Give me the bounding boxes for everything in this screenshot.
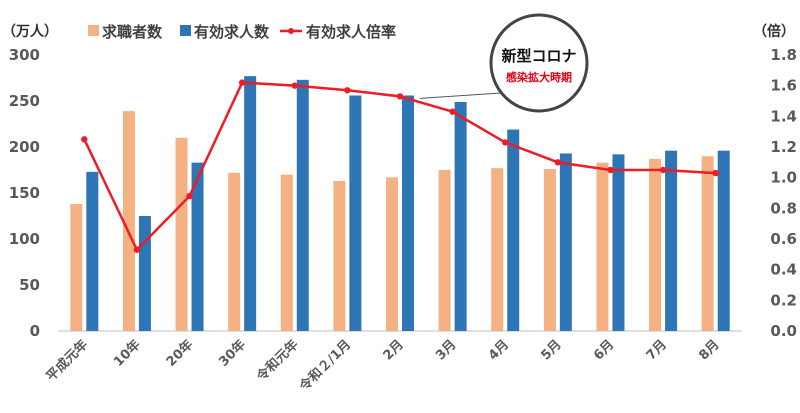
bar-job-openings [665, 150, 678, 331]
y-right-tick-label: 0.4 [770, 261, 797, 279]
bars [70, 76, 730, 332]
ratio-line [81, 79, 719, 253]
bar-jobseekers [70, 204, 83, 331]
y-right-tick-label: 1.6 [770, 77, 797, 95]
ratio-point [449, 108, 456, 115]
legend-swatch-point [288, 28, 294, 34]
y-left-tick-label: 0 [30, 322, 40, 340]
bar-job-openings [349, 95, 362, 331]
bar-jobseekers [228, 172, 241, 331]
callout-circle [489, 13, 589, 113]
ratio-point [291, 82, 298, 89]
bar-job-openings [296, 79, 309, 331]
legend-swatch [180, 25, 191, 36]
x-tick-label: 5月 [538, 337, 564, 363]
bar-job-openings [717, 150, 730, 331]
bar-job-openings [612, 154, 625, 331]
legend-label: 有効求人倍率 [306, 23, 396, 41]
x-tick-label: 3月 [433, 337, 459, 363]
bar-jobseekers [280, 174, 293, 331]
y-right-tick-label: 0.6 [770, 230, 797, 248]
x-tick-label: 令和２/1月 [296, 337, 354, 395]
callout-title: 新型コロナ [501, 47, 576, 65]
x-tick-label: 平成元年 [43, 337, 91, 385]
x-tick-label: 2月 [381, 337, 407, 363]
bar-job-openings [86, 171, 99, 331]
callout-subtitle: 感染拡大時期 [506, 70, 572, 84]
bar-job-openings [402, 95, 414, 331]
bar-job-openings [507, 129, 520, 331]
bar-job-openings [138, 216, 151, 331]
x-tick-label: 令和元年 [254, 337, 302, 385]
y-right-tick-label: 1.4 [770, 107, 797, 125]
x-tick-label: 8月 [696, 337, 722, 363]
bar-jobseekers [596, 162, 609, 331]
x-tick-label: 4月 [486, 337, 512, 363]
ratio-point [607, 166, 614, 174]
bar-jobseekers [333, 181, 346, 331]
ratio-point [133, 246, 141, 253]
y-left-tick-label: 250 [9, 92, 40, 110]
y-left-tick-label: 300 [9, 46, 40, 64]
y-right-unit: （倍） [753, 23, 795, 40]
x-tick-label: 20年 [163, 337, 196, 370]
bar-job-openings [559, 153, 572, 331]
ratio-point [554, 159, 562, 166]
ratio-point [81, 136, 88, 143]
y-left-tick-label: 100 [9, 230, 40, 248]
ratio-point [502, 139, 509, 146]
bar-jobseekers [543, 169, 556, 331]
axes: 0 50 100 150 200 250 300 （万人） 0.0 0.2 0.4 0.6 0.8 1.0… [2, 23, 797, 394]
legend-label: 有効求人数 [194, 23, 270, 41]
callout-pointer [419, 92, 505, 99]
y-left-tick-label: 200 [9, 138, 40, 156]
bar-jobseekers [701, 156, 714, 331]
ratio-point [659, 166, 667, 174]
legend: 求職者数 有効求人数 有効求人倍率 [88, 23, 396, 41]
ratio-point [344, 87, 351, 94]
y-left-tick-label: 150 [9, 184, 40, 202]
legend-label: 求職者数 [102, 23, 163, 41]
bar-jobseekers [649, 158, 662, 331]
bar-jobseekers [122, 111, 135, 332]
x-tick-label: 30年 [216, 337, 249, 370]
bar-job-openings [454, 101, 467, 331]
bar-jobseekers [386, 177, 398, 331]
y-right-tick-label: 0.0 [770, 322, 797, 340]
bar-jobseekers [438, 170, 451, 331]
y-left-unit: （万人） [2, 23, 58, 40]
bar-job-openings [191, 162, 204, 331]
ratio-point [238, 79, 246, 86]
y-right-tick-label: 0.8 [770, 199, 797, 217]
y-right-tick-label: 1.2 [770, 138, 797, 156]
y-right-tick-label: 1.8 [770, 46, 797, 64]
y-right-tick-label: 1.0 [770, 169, 797, 187]
x-tick-label: 6月 [591, 337, 617, 363]
x-tick-label: 7月 [644, 337, 670, 363]
x-tick-label: 10年 [110, 337, 143, 370]
ratio-point [712, 169, 719, 177]
bar-jobseekers [491, 168, 504, 331]
y-right-tick-label: 0.2 [770, 291, 797, 309]
y-left-tick-label: 50 [19, 276, 40, 294]
ratio-point [186, 192, 193, 200]
legend-swatch [88, 25, 99, 36]
ratio-point [396, 93, 404, 100]
bar-job-openings [244, 76, 257, 331]
bar-jobseekers [175, 137, 188, 331]
